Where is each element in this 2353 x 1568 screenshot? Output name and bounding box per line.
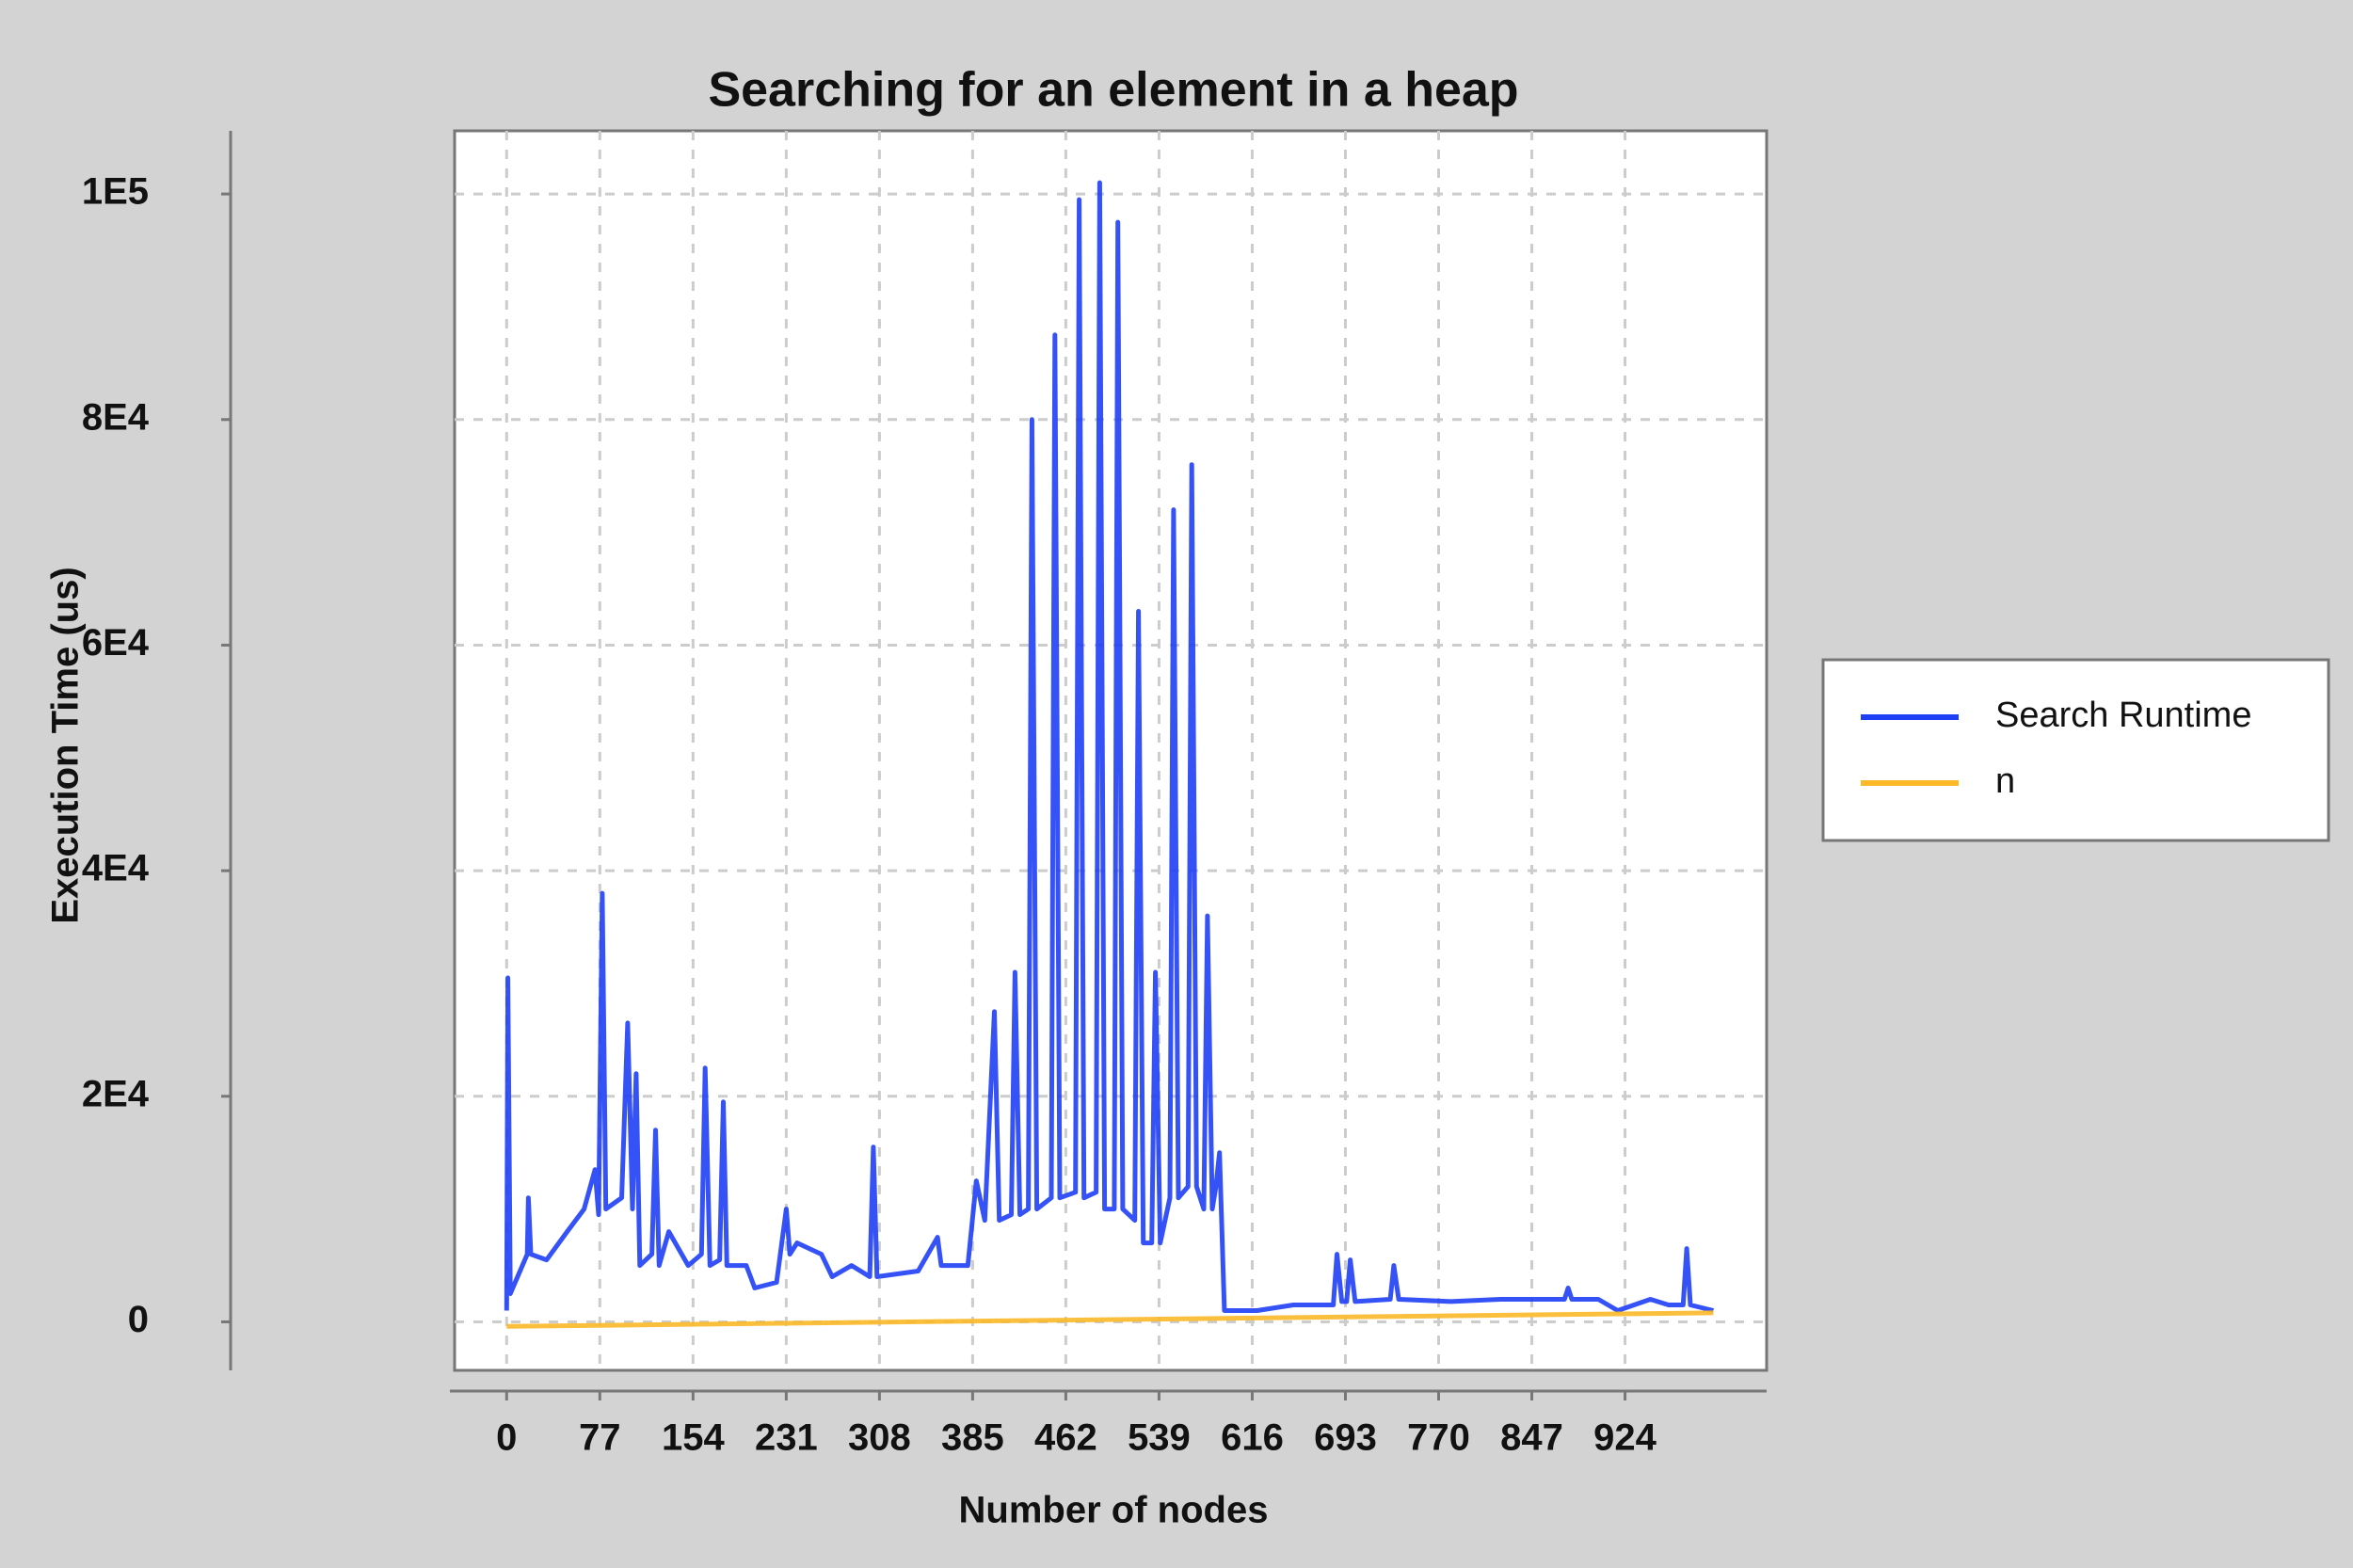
x-tick-label: 462 <box>1034 1417 1097 1459</box>
y-axis-label: Execution Time (us) <box>45 567 87 923</box>
x-axis-label: Number of nodes <box>959 1490 1269 1531</box>
x-tick-label: 231 <box>755 1417 818 1459</box>
legend-label: Search Runtime <box>1995 696 2251 735</box>
x-tick-label: 154 <box>662 1417 725 1459</box>
legend <box>1821 658 2330 842</box>
y-tick-label: 0 <box>128 1299 149 1340</box>
x-tick-label: 385 <box>941 1417 1004 1459</box>
x-tick-label: 539 <box>1128 1417 1191 1459</box>
chart-title: Searching for an element in a heap <box>708 63 1518 118</box>
y-tick-label: 6E4 <box>82 622 150 664</box>
x-tick-label: 308 <box>848 1417 911 1459</box>
x-tick-label: 847 <box>1500 1417 1563 1459</box>
data-line <box>504 180 1714 1313</box>
x-tick-label: 616 <box>1221 1417 1284 1459</box>
legend-label: n <box>1995 761 2015 801</box>
x-tick-label: 77 <box>579 1417 621 1459</box>
x-tick-label: 693 <box>1314 1417 1377 1459</box>
x-tick-label: 924 <box>1593 1417 1657 1459</box>
y-tick-label: 8E4 <box>82 396 150 438</box>
y-tick-label: 4E4 <box>82 848 150 889</box>
x-tick-label: 770 <box>1407 1417 1470 1459</box>
data-line <box>506 1310 1714 1329</box>
y-tick-label: 2E4 <box>82 1073 150 1114</box>
y-tick-label: 1E5 <box>82 171 149 213</box>
x-tick-label: 0 <box>496 1417 517 1459</box>
plot-area <box>453 129 1769 1372</box>
